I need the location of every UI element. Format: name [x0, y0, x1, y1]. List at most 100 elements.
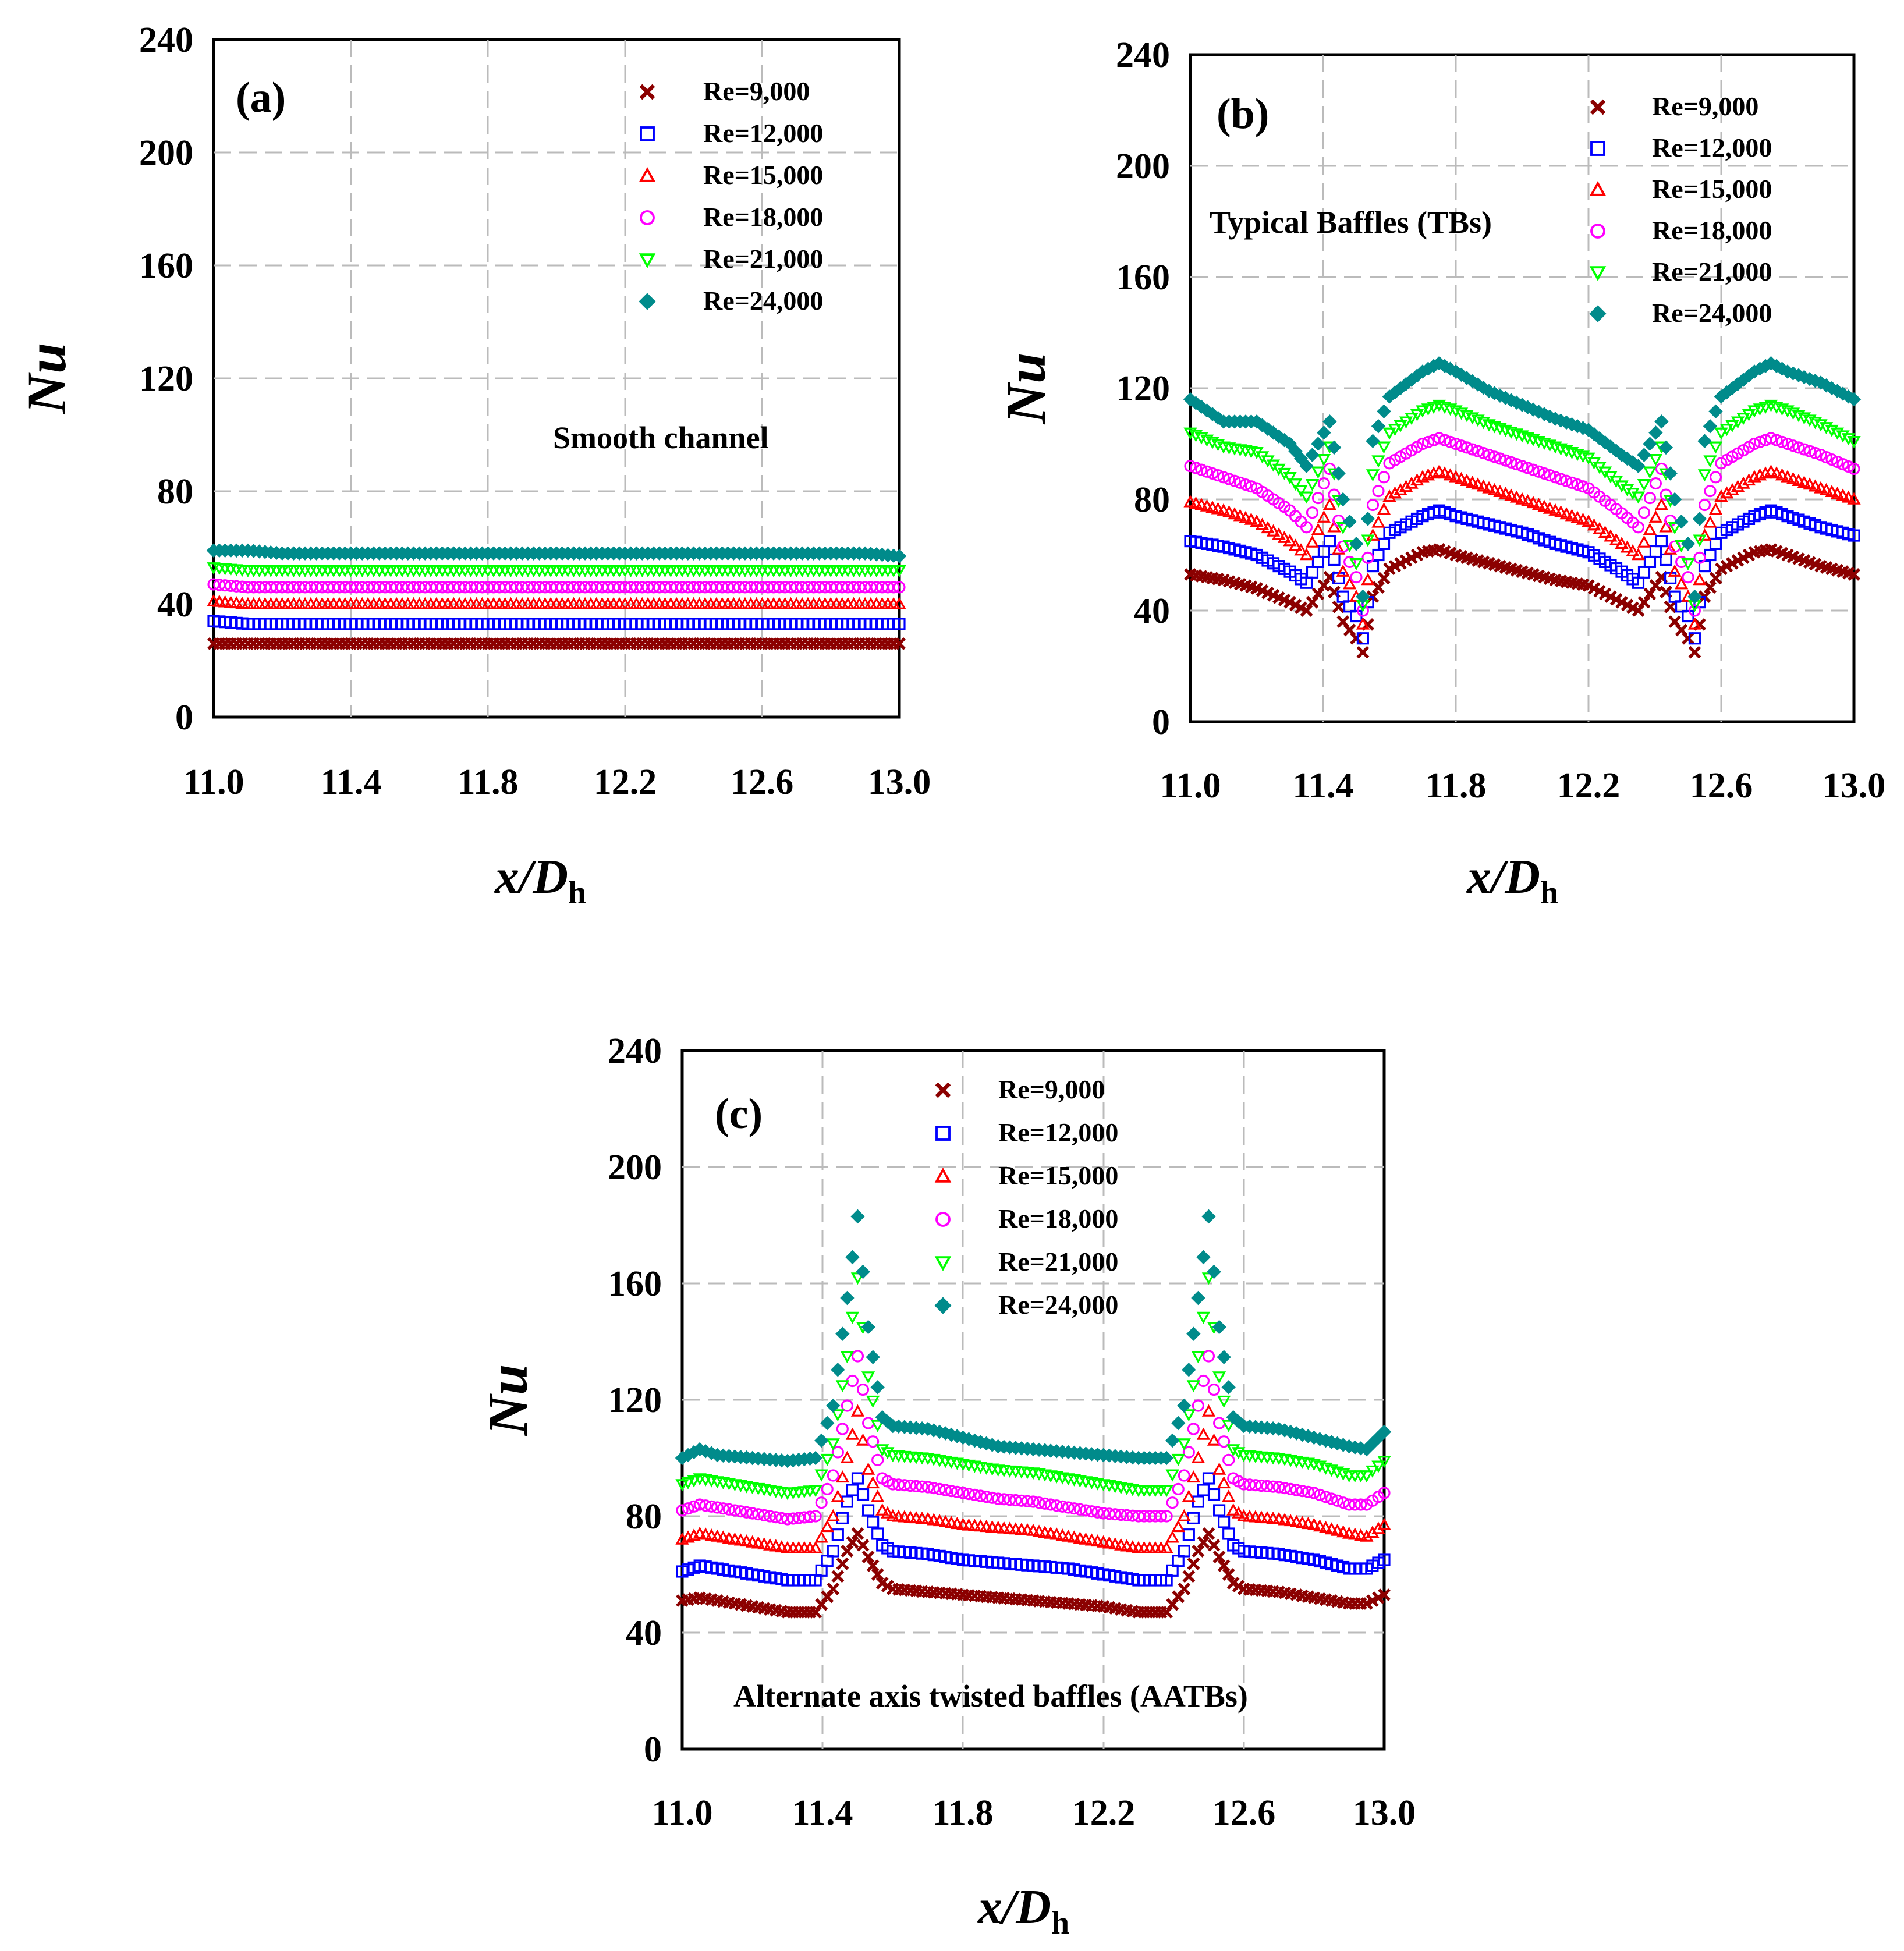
data-point [1335, 492, 1350, 507]
data-point [1709, 537, 1722, 550]
y-tick-label: 240 [1116, 36, 1170, 75]
data-point [1165, 1530, 1179, 1543]
data-point [1377, 471, 1391, 484]
data-point [247, 581, 260, 594]
data-point [945, 1485, 958, 1498]
legend-marker [1590, 141, 1605, 156]
data-point [1688, 604, 1701, 617]
data-point [1803, 477, 1817, 490]
data-point [1182, 1409, 1196, 1422]
data-point [856, 1383, 870, 1396]
data-point [1405, 413, 1419, 425]
data-point [436, 581, 449, 594]
data-point [1166, 1496, 1179, 1509]
data-point [1196, 1250, 1211, 1265]
data-point [1349, 558, 1363, 571]
legend-marker [1590, 224, 1605, 239]
data-point [815, 1496, 828, 1509]
data-point [1044, 1526, 1058, 1539]
data-point [538, 581, 551, 594]
data-point [670, 581, 683, 594]
data-point [1668, 564, 1682, 577]
data-point [1027, 1495, 1040, 1508]
data-point [1543, 501, 1557, 514]
data-point [1488, 450, 1501, 463]
data-point [1201, 1209, 1216, 1224]
data-point [333, 581, 346, 594]
x-tick-label: 13.0 [1353, 1793, 1416, 1833]
data-point [845, 1311, 860, 1324]
data-point [1493, 485, 1507, 498]
data-point [1305, 448, 1320, 462]
data-point [315, 581, 329, 594]
data-point [951, 1485, 963, 1498]
legend-label: Re=18,000 [703, 202, 823, 232]
data-point [1372, 548, 1385, 562]
data-point [1432, 464, 1446, 477]
plot-area-c [675, 1209, 1392, 1619]
data-point [1515, 492, 1529, 505]
data-point [682, 581, 694, 594]
legend-marker [935, 1126, 951, 1141]
data-point [938, 1514, 952, 1527]
data-point [1803, 445, 1816, 457]
data-point [1197, 1536, 1210, 1549]
data-point [1317, 453, 1331, 467]
data-point [1631, 548, 1646, 561]
data-point [1317, 579, 1331, 592]
data-point [1272, 527, 1286, 540]
data-point [831, 1570, 845, 1583]
data-point [1307, 1517, 1321, 1530]
data-point [887, 581, 900, 594]
data-point [727, 581, 740, 594]
data-point [716, 1530, 731, 1543]
data-point [1709, 572, 1722, 585]
y-tick-label: 0 [644, 1730, 662, 1769]
data-point [1731, 480, 1745, 492]
data-point [809, 1510, 822, 1523]
data-point [1165, 1433, 1180, 1448]
data-point [1305, 535, 1320, 548]
data-point [378, 581, 392, 594]
data-point [862, 1417, 875, 1429]
data-point [1221, 1380, 1236, 1395]
data-point [841, 1399, 853, 1412]
gridlines-a [214, 40, 899, 717]
data-point [1160, 1510, 1173, 1523]
data-point [974, 1489, 987, 1502]
series-re-21-000 [675, 1272, 1391, 1501]
data-point [1631, 459, 1646, 473]
data-point [304, 581, 317, 594]
data-point [1742, 473, 1756, 486]
data-point [796, 581, 809, 594]
data-point [310, 581, 323, 594]
series-re-15-000 [207, 594, 906, 609]
legend-marker [639, 293, 656, 310]
data-point [282, 581, 295, 594]
data-point [1049, 1527, 1063, 1540]
data-point [836, 581, 849, 594]
data-point [1649, 579, 1662, 592]
data-point [813, 581, 826, 594]
data-point [1674, 514, 1689, 529]
data-point [751, 1536, 765, 1549]
data-point [1283, 1514, 1297, 1527]
data-point [861, 1462, 875, 1475]
gridlines-b [1190, 55, 1854, 722]
data-point [681, 1477, 695, 1489]
data-point [831, 1363, 845, 1377]
data-point [1548, 503, 1562, 516]
data-point [1097, 1507, 1110, 1520]
series-re-9-000 [1184, 543, 1860, 659]
data-point [1649, 545, 1662, 558]
data-point [1249, 1479, 1262, 1492]
data-point [1841, 433, 1856, 446]
data-point [1667, 492, 1682, 507]
data-point [1015, 1494, 1028, 1507]
legend-marker [640, 210, 655, 225]
data-point [824, 581, 837, 594]
data-point [1659, 520, 1673, 533]
data-point [881, 581, 894, 594]
data-point [1331, 1494, 1344, 1507]
data-point [219, 579, 232, 592]
